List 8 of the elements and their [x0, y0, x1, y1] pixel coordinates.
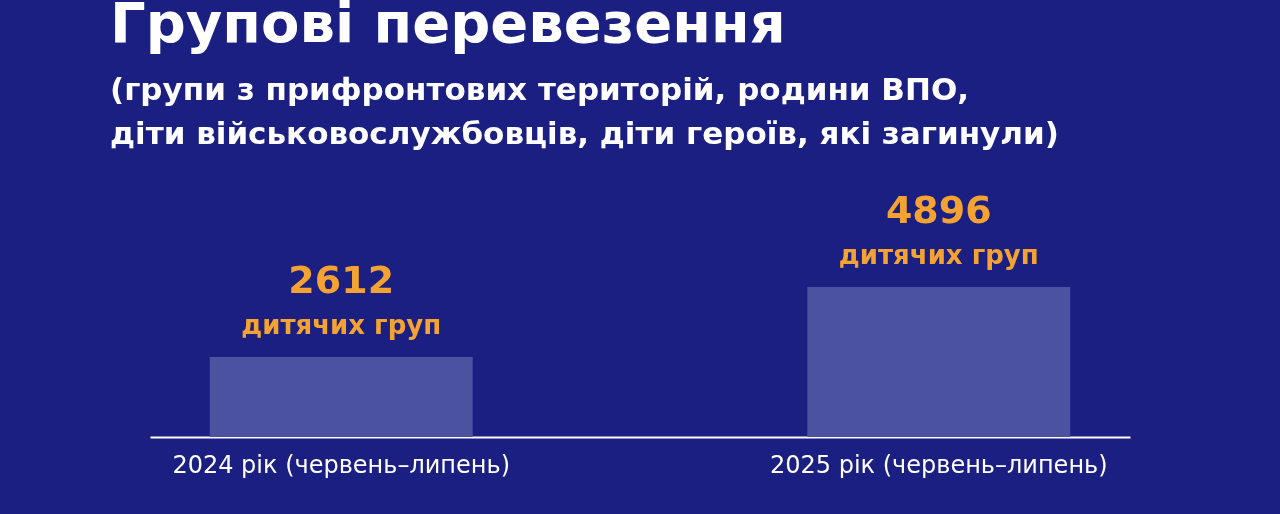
chart-subtitle: (групи з прифронтових територій, родини ВПО, діти військовослужбовців, діти героїв, які загинули) [110, 71, 1059, 151]
annotation: дитячих груп [241, 309, 442, 340]
annotation: дитячих груп [838, 240, 1039, 270]
chart-title: Групові перевезення [110, 0, 786, 55]
data-label: 2612 [288, 257, 395, 302]
data-label: 4896 [885, 188, 992, 232]
x-tick-label: 2025 рік (червень–липень) [769, 450, 1108, 479]
x-tick-label: 2024 рік (червень–липень) [172, 450, 511, 479]
